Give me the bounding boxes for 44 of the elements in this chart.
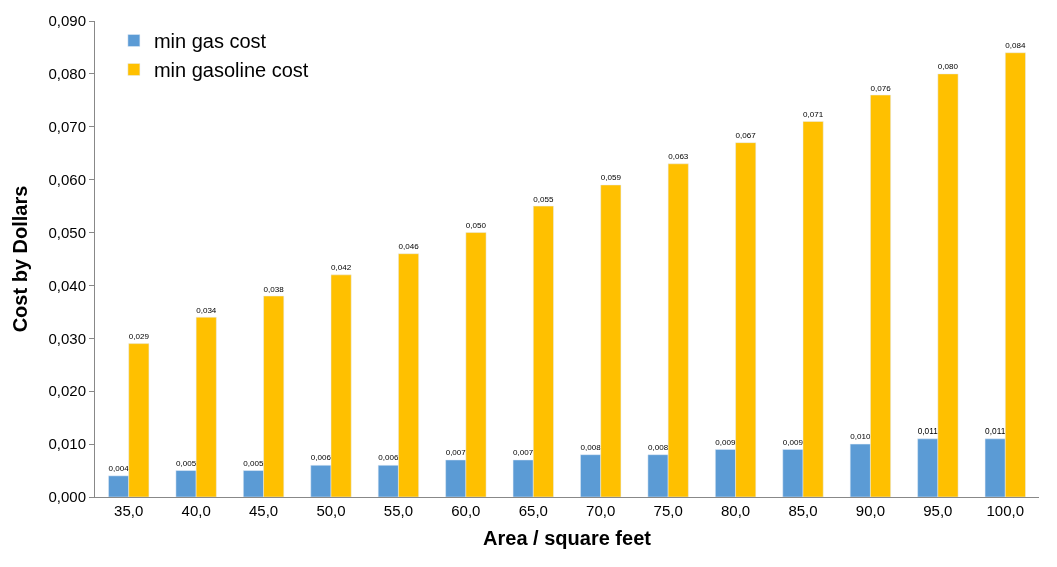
data-label: 0,038: [263, 284, 285, 294]
data-label: 0,029: [128, 332, 150, 342]
x-tick-label: 75,0: [653, 502, 683, 519]
x-tick-label: 95,0: [923, 502, 953, 519]
x-tick-label: 35,0: [114, 502, 144, 519]
x-tick-label: 50,0: [316, 502, 346, 519]
x-tick-label: 70,0: [586, 502, 616, 519]
data-label: 0,011: [985, 425, 1006, 436]
y-tick-label: 0,010: [48, 435, 86, 453]
data-label: 0,071: [803, 110, 824, 120]
data-label: 0,063: [668, 152, 689, 162]
y-tick-label: 0,090: [48, 12, 86, 30]
y-axis-title: Cost by Dollars: [8, 185, 31, 333]
data-label: 0,046: [398, 242, 420, 252]
data-label: 0,084: [1005, 41, 1026, 51]
data-label: 0,080: [937, 62, 959, 72]
x-axis-title: Area / square feet: [483, 526, 652, 549]
data-label: 0,042: [331, 263, 352, 273]
x-tick-label: 90,0: [855, 502, 886, 519]
y-tick-label: 0,000: [48, 488, 86, 506]
y-tick-label: 0,050: [48, 223, 86, 241]
y-tick-label: 0,040: [48, 276, 86, 294]
y-tick-label: 0,020: [48, 382, 86, 400]
y-tick-label: 0,030: [48, 329, 86, 347]
data-label: 0,059: [600, 173, 622, 183]
x-tick-label: 45,0: [248, 502, 279, 519]
data-label: 0,076: [870, 83, 892, 93]
data-label: 0,034: [196, 305, 217, 315]
x-tick-label: 40,0: [181, 502, 211, 519]
x-tick-label: 80,0: [720, 502, 751, 519]
y-tick-label: 0,060: [48, 170, 86, 188]
x-tick-label: 60,0: [451, 502, 481, 519]
x-tick-label: 55,0: [383, 502, 414, 519]
x-tick-label: 65,0: [518, 502, 548, 519]
x-tick-label: 100,0: [986, 502, 1025, 519]
data-label: 0,011: [917, 425, 939, 436]
data-label: 0,067: [735, 131, 757, 141]
data-label: 0,050: [465, 221, 487, 231]
y-tick-label: 0,080: [48, 65, 86, 83]
x-tick-label: 85,0: [788, 502, 818, 519]
data-label: 0,055: [533, 194, 554, 204]
y-tick-label: 0,070: [48, 118, 86, 136]
legend-label: min gasoline cost: [153, 59, 309, 82]
legend-label: min gas cost: [153, 30, 267, 53]
